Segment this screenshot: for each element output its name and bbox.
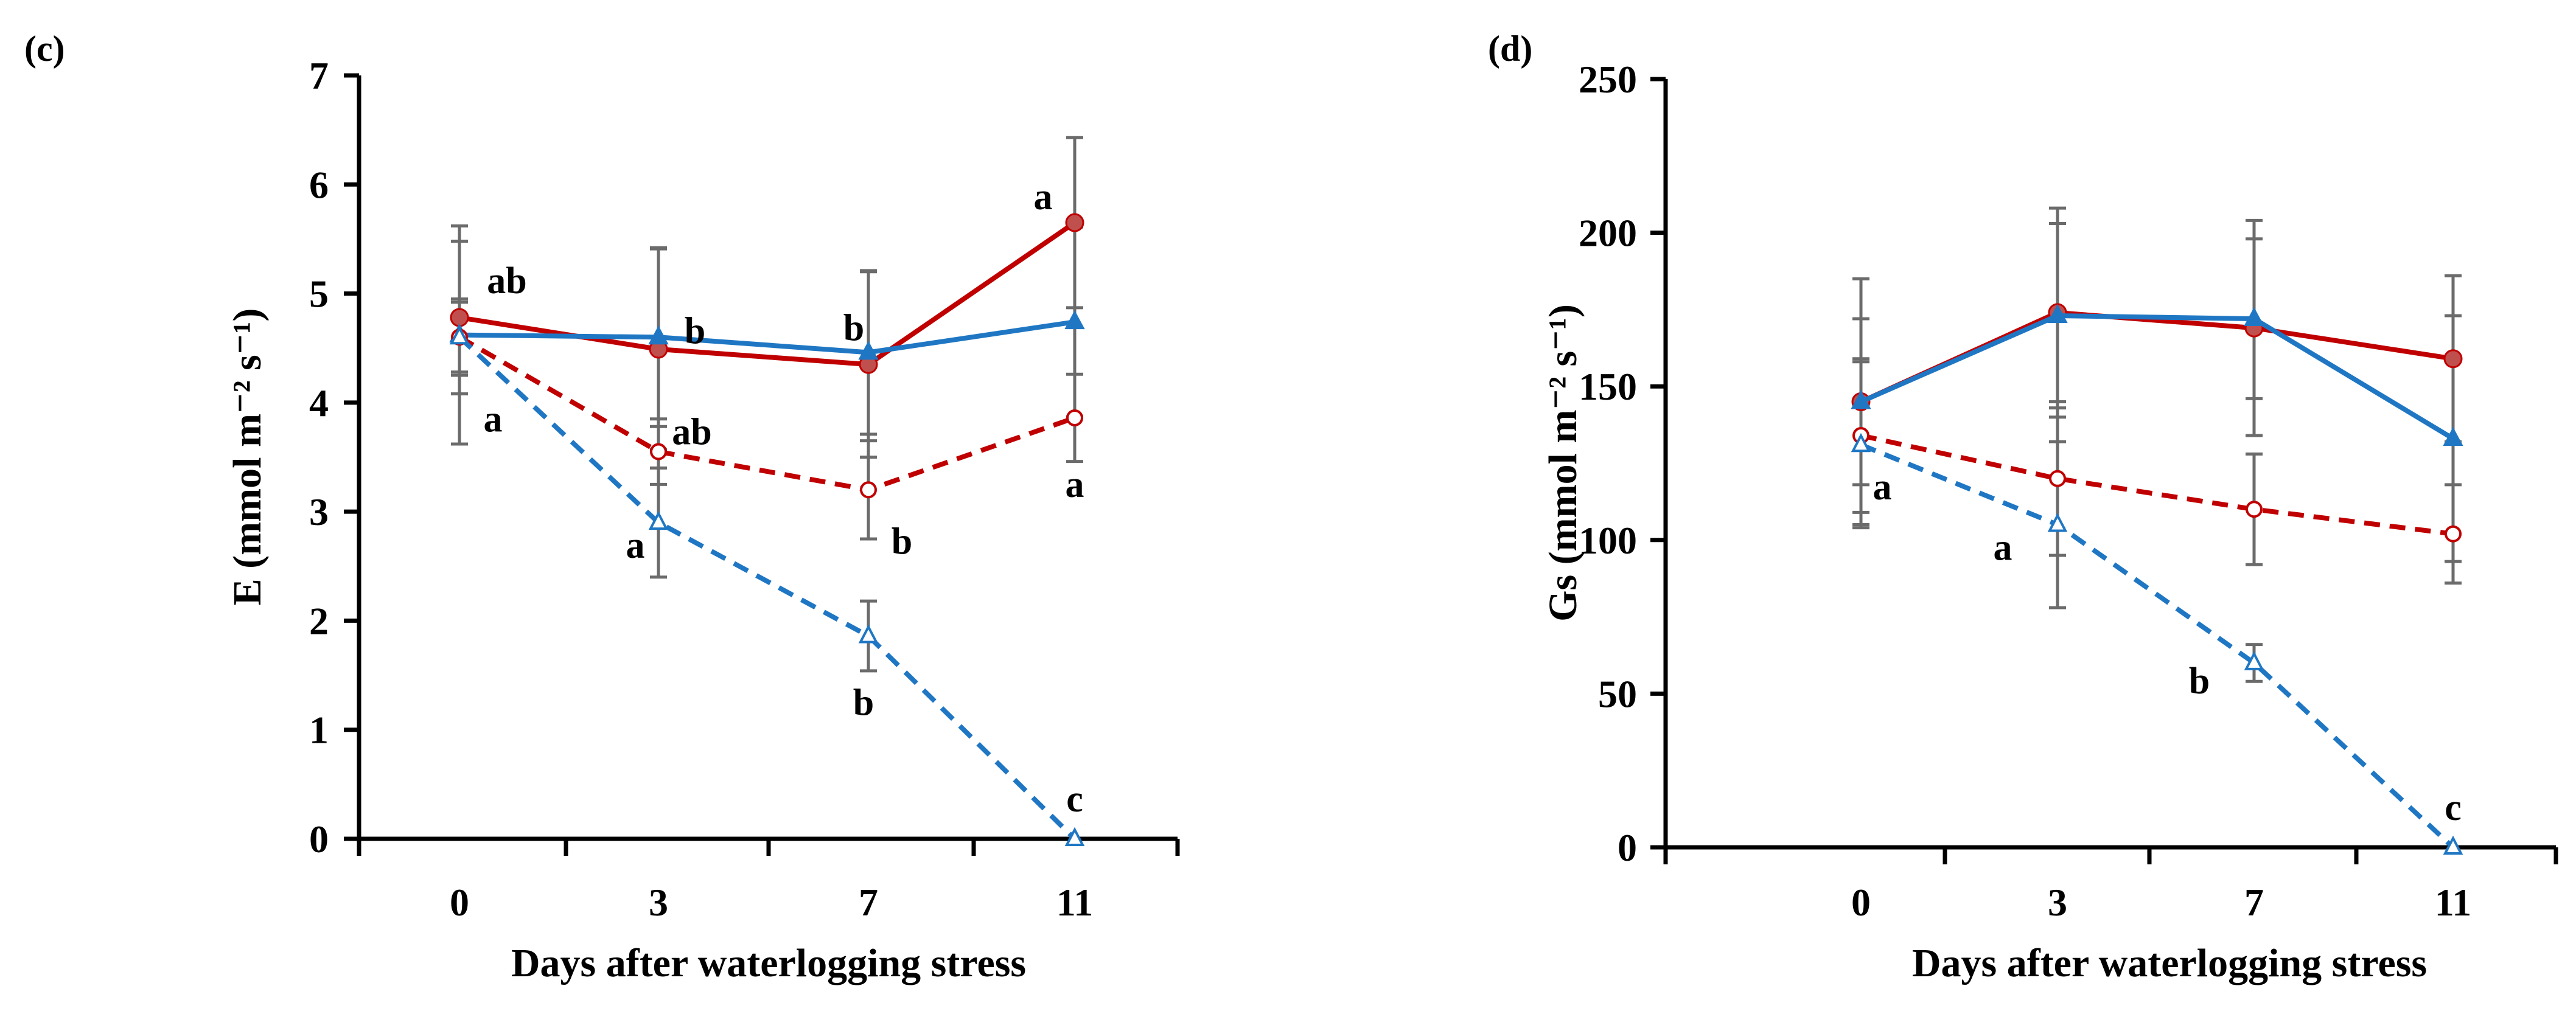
- x-tick-label: 3: [649, 881, 668, 924]
- y-tick-label: 4: [309, 381, 329, 425]
- data-point-blue-dashed: [2443, 835, 2463, 855]
- data-point-blue-dashed: [858, 624, 879, 644]
- x-tick-label: 0: [1851, 881, 1871, 924]
- y-tick-label: 100: [1579, 519, 1637, 562]
- data-point-red-dashed: [2049, 470, 2066, 487]
- y-tick-label: 1: [309, 709, 329, 752]
- data-point-blue-solid: [2244, 307, 2264, 327]
- y-tick-label: 200: [1579, 212, 1637, 255]
- significance-label: b: [685, 310, 705, 352]
- x-axis-title: Days after waterlogging stress: [1912, 941, 2427, 985]
- data-point-blue-dashed: [1064, 827, 1085, 846]
- data-point-blue-solid: [2047, 304, 2068, 324]
- data-point-red-solid: [2443, 349, 2463, 369]
- x-tick-label: 7: [2244, 881, 2264, 924]
- x-axis-title: Days after waterlogging stress: [511, 941, 1026, 985]
- y-axis-title: Gs (mmol m⁻² s⁻¹): [1541, 304, 1585, 622]
- series-line-blue-dashed: [1860, 442, 2455, 849]
- y-tick-label: 3: [309, 490, 329, 533]
- y-tick-label: 2: [309, 599, 329, 642]
- data-point-red-dashed: [860, 481, 877, 499]
- x-tick-label: 0: [450, 881, 469, 924]
- significance-label: b: [843, 307, 864, 349]
- series-line-blue-solid: [459, 319, 1075, 355]
- y-tick-label: 6: [309, 163, 329, 206]
- data-point-red-dashed: [650, 443, 667, 460]
- y-tick-label: 150: [1579, 365, 1637, 408]
- x-tick-label: 11: [1056, 881, 1093, 924]
- significance-label: ab: [487, 260, 526, 302]
- x-tick-label: 11: [2435, 881, 2471, 924]
- data-point-blue-solid: [1064, 310, 1085, 330]
- significance-label: a: [626, 525, 645, 566]
- significance-label: a: [1994, 527, 2012, 569]
- series-line-blue-dashed: [458, 335, 1077, 841]
- y-tick-label: 0: [309, 818, 329, 861]
- x-tick-label: 3: [2048, 881, 2067, 924]
- significance-label: a: [1066, 464, 1084, 505]
- panel-label: (c): [24, 29, 65, 69]
- data-point-blue-dashed: [449, 325, 470, 345]
- significance-label: a: [1034, 176, 1053, 218]
- significance-label: b: [892, 521, 912, 562]
- y-tick-label: 0: [1618, 826, 1637, 869]
- y-tick-label: 250: [1579, 58, 1637, 101]
- series-line-blue-solid: [1860, 313, 2455, 441]
- y-tick-label: 7: [309, 54, 329, 97]
- data-point-blue-solid: [2443, 426, 2463, 446]
- y-tick-label: 5: [309, 273, 329, 316]
- y-axis-title: E (mmol m⁻² s⁻¹): [225, 308, 270, 606]
- series-line-red-solid: [459, 220, 1077, 367]
- chart-panel-c: (c) 0 1 2 3 4 5 6 7 0 3 7 11 Days after waterlogging …: [24, 29, 1180, 985]
- data-point-red-dashed: [2445, 525, 2462, 543]
- data-point-blue-dashed: [2047, 513, 2068, 532]
- data-point-blue-dashed: [648, 510, 669, 530]
- x-tick-label: 7: [859, 881, 878, 924]
- data-point-blue-solid: [648, 325, 669, 345]
- significance-label: b: [853, 682, 874, 724]
- series-line-red-dashed: [458, 335, 1076, 493]
- significance-label: c: [2445, 787, 2462, 828]
- panel-label: (d): [1488, 29, 1532, 69]
- data-point-blue-solid: [1851, 390, 1871, 409]
- data-point-red-dashed: [2246, 501, 2263, 518]
- significance-label: c: [1066, 779, 1083, 820]
- significance-label: ab: [672, 412, 711, 453]
- data-point-red-dashed: [1066, 409, 1083, 426]
- significance-label: b: [2189, 661, 2210, 702]
- significance-label: a: [484, 398, 503, 440]
- significance-label: a: [1873, 467, 1892, 508]
- series-line-red-dashed: [1860, 433, 2454, 537]
- y-tick-label: 50: [1598, 672, 1637, 715]
- data-point-blue-dashed: [2244, 651, 2264, 670]
- data-point-blue-solid: [858, 341, 879, 360]
- data-point-blue-dashed: [1851, 432, 1871, 453]
- data-point-red-solid: [1065, 213, 1084, 232]
